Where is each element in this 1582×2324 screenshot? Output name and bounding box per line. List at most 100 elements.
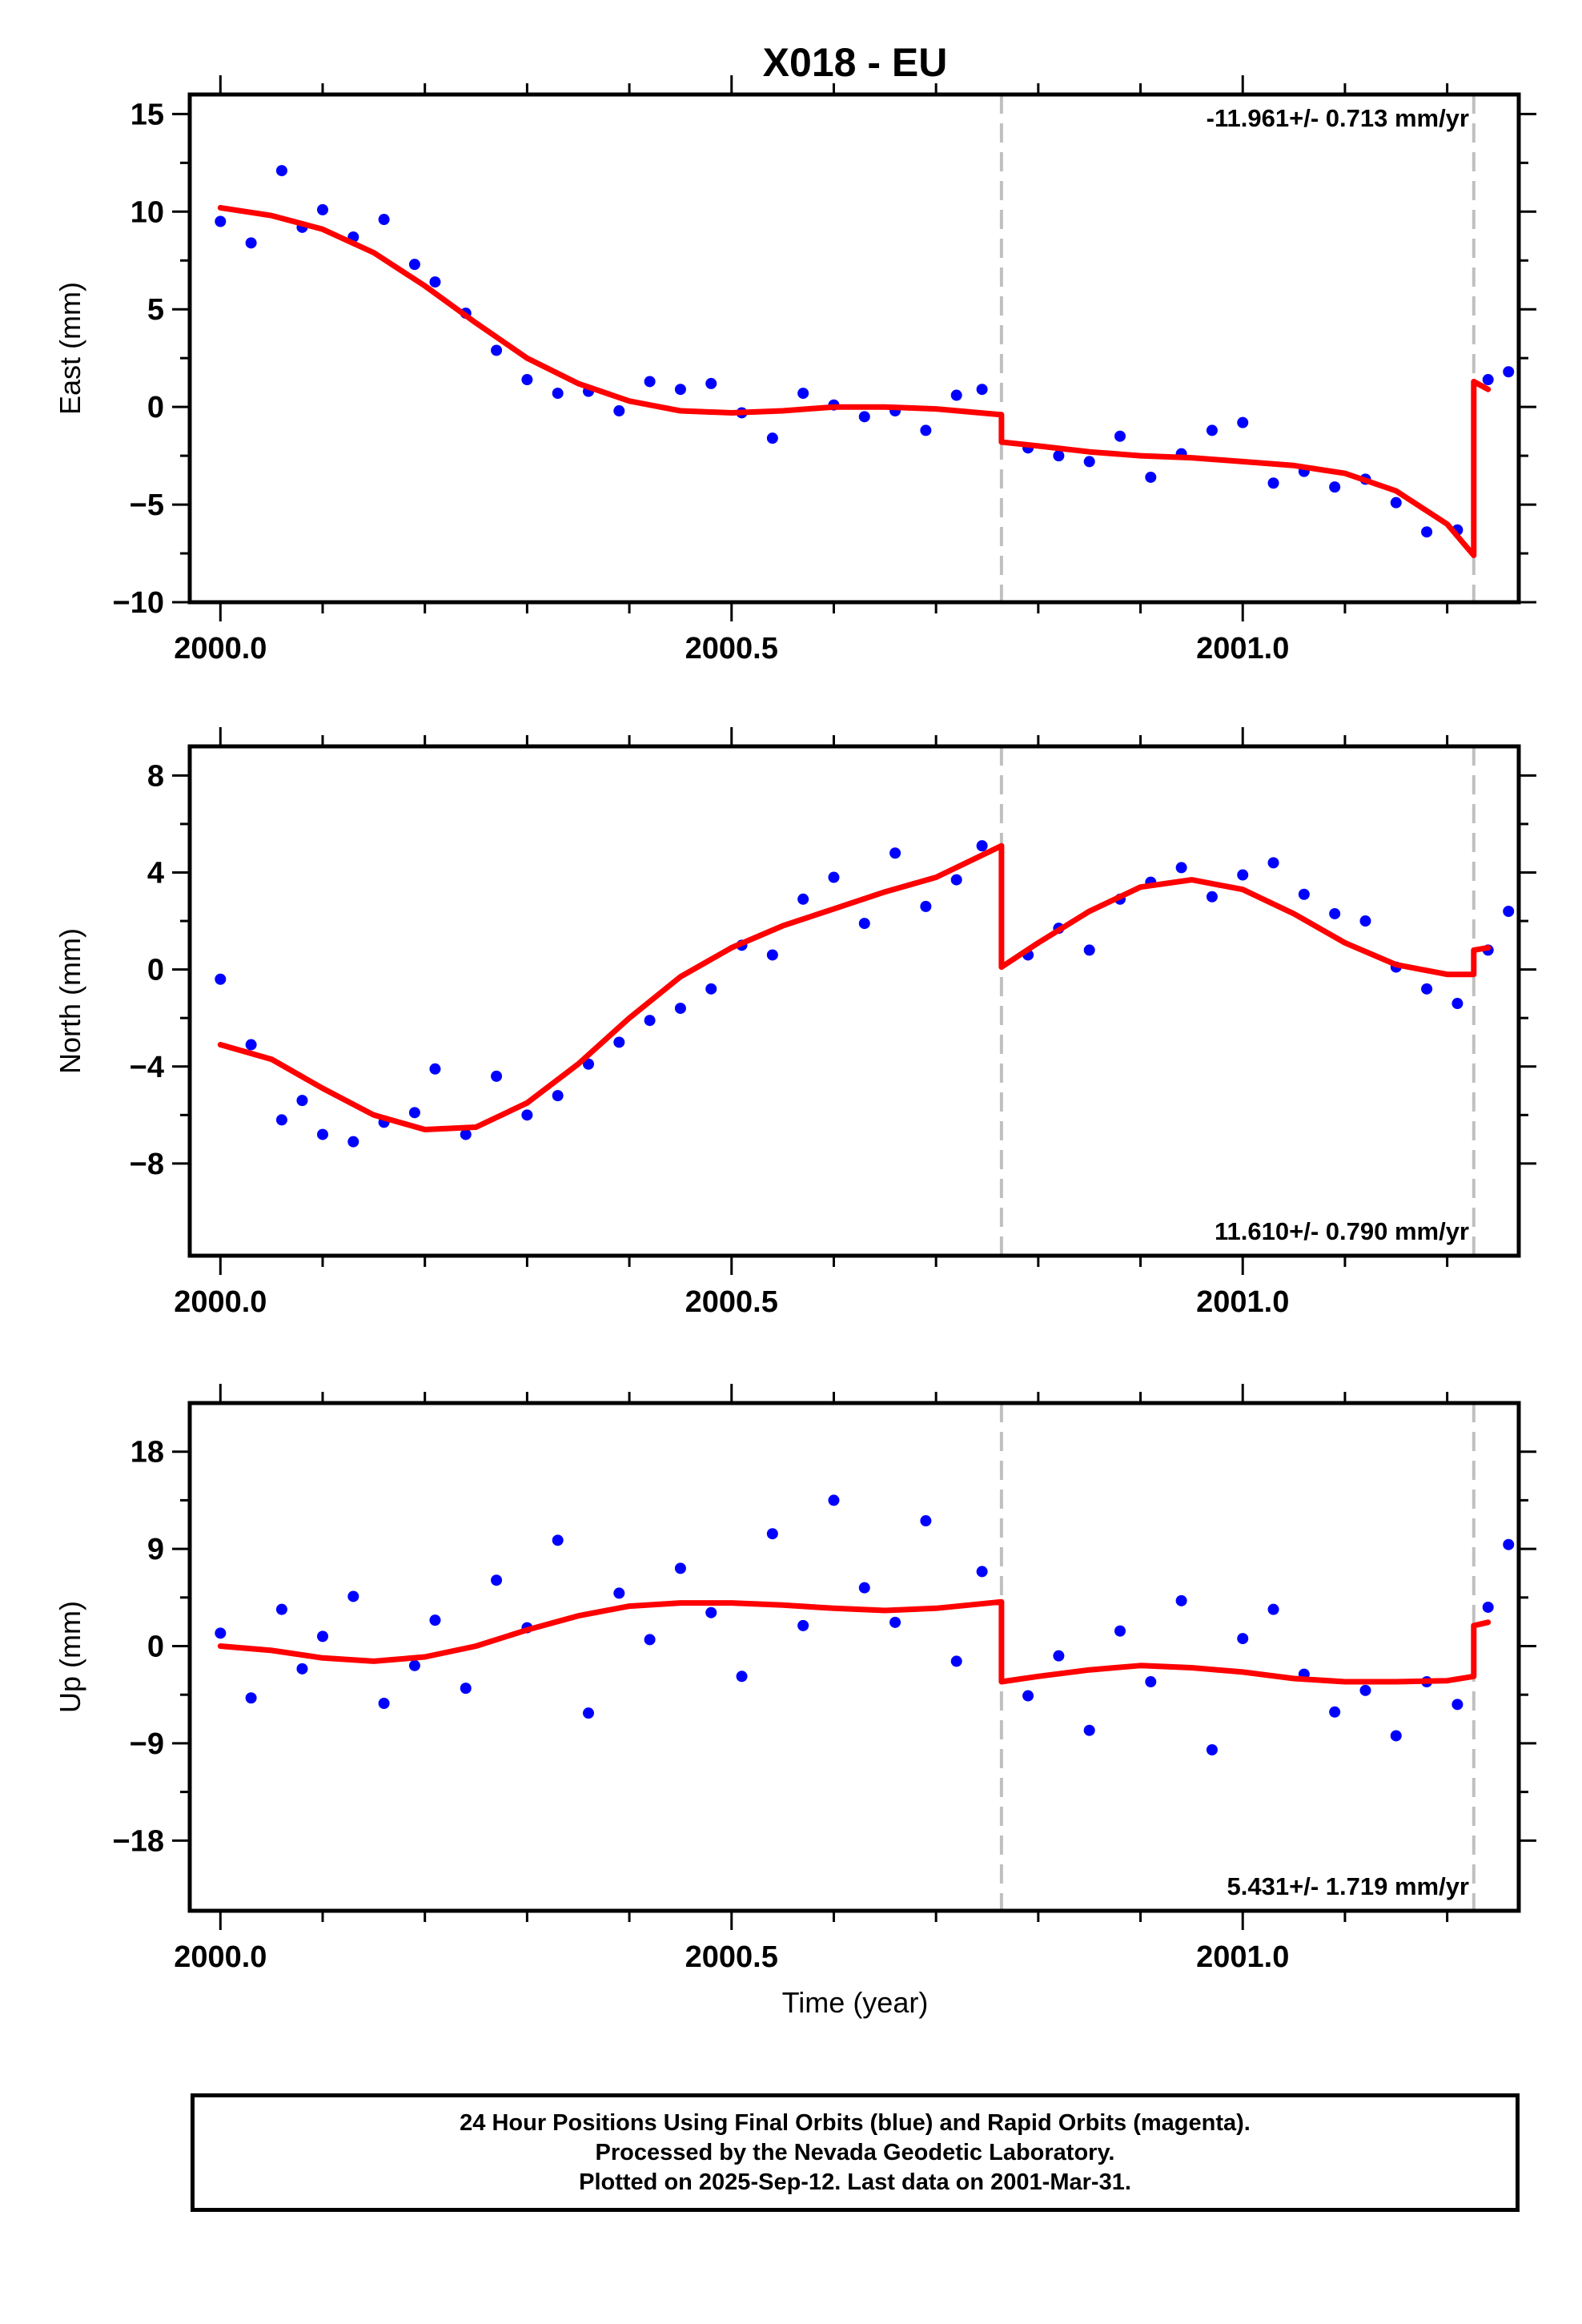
data-point [296, 1095, 308, 1107]
data-point [889, 1616, 901, 1628]
data-point [950, 389, 962, 401]
data-point [1083, 1724, 1095, 1736]
data-point [1503, 1538, 1515, 1550]
data-point [674, 384, 686, 396]
data-point [1237, 1633, 1249, 1645]
data-point [705, 983, 717, 995]
data-point [828, 1494, 840, 1506]
data-point [976, 1566, 988, 1578]
data-point [1206, 891, 1218, 903]
data-point [920, 424, 932, 436]
data-point [1175, 1594, 1187, 1606]
data-point [408, 1107, 420, 1119]
data-point [1503, 366, 1515, 378]
data-point [1053, 450, 1065, 462]
rate-label: -11.961+/- 0.713 mm/yr [1207, 104, 1469, 132]
data-point [491, 1574, 503, 1586]
data-point [950, 1655, 962, 1667]
data-point [858, 411, 870, 423]
data-point [215, 1627, 227, 1639]
data-point [429, 276, 441, 288]
plot-area [215, 1494, 1515, 1756]
data-point [245, 237, 257, 249]
data-point [429, 1063, 441, 1075]
data-point [1421, 983, 1433, 995]
data-point [766, 1528, 778, 1540]
data-point [347, 1590, 359, 1602]
panel-2: 2000.0 2000.5 2001.0 −8 −4 0 4 8 North (mm) 11.61… [54, 727, 1536, 1319]
data-point [1083, 944, 1095, 956]
data-point [1267, 857, 1279, 869]
data-point [705, 1606, 717, 1618]
data-point [1390, 497, 1402, 509]
data-point [950, 874, 962, 886]
data-point [317, 1128, 328, 1140]
data-point [674, 1562, 686, 1574]
x-tick-label: 2001.0 [1196, 632, 1289, 665]
data-point [797, 388, 809, 400]
data-point [736, 1671, 748, 1683]
data-point [552, 1090, 564, 1102]
x-tick-label: 2000.0 [174, 632, 267, 665]
data-point [1503, 905, 1515, 917]
data-point [275, 1603, 287, 1615]
data-point [1175, 862, 1187, 874]
plot-frame [187, 1401, 1521, 1913]
data-point [674, 1003, 686, 1015]
y-tick-label: −5 [130, 489, 164, 522]
data-point [408, 259, 420, 271]
y-tick-label: 4 [147, 856, 164, 890]
data-point [1237, 416, 1249, 428]
y-tick-label: 18 [130, 1436, 164, 1470]
y-tick-label: 5 [147, 293, 164, 327]
data-point [583, 1707, 594, 1719]
data-point [1452, 1699, 1464, 1711]
data-point [552, 1534, 564, 1546]
data-point [976, 384, 988, 396]
model-line [217, 204, 1492, 558]
data-point [275, 165, 287, 177]
data-point [317, 1630, 328, 1642]
data-point [1329, 481, 1341, 493]
data-point [858, 1582, 870, 1594]
data-point [215, 215, 227, 227]
data-point [378, 214, 390, 226]
data-point [429, 1614, 441, 1626]
data-point [1053, 1650, 1065, 1662]
x-axis-label: Time (year) [782, 1986, 929, 2019]
y-tick-label: 15 [130, 98, 164, 131]
x-tick-label: 2000.0 [174, 1285, 267, 1319]
data-point [1452, 998, 1464, 1010]
data-point [1022, 1690, 1034, 1702]
y-tick-label: 0 [147, 391, 164, 424]
data-point [644, 1015, 656, 1027]
data-point [1237, 869, 1249, 881]
data-point [1114, 1625, 1126, 1637]
y-tick-label: 10 [130, 195, 164, 229]
x-tick-label: 2000.0 [174, 1940, 267, 1974]
data-point [1145, 1676, 1157, 1688]
plot-area [215, 165, 1515, 558]
data-point [797, 1619, 809, 1631]
x-tick-label: 2000.5 [685, 632, 778, 665]
x-tick-label: 2000.5 [685, 1285, 778, 1319]
data-point [828, 871, 840, 883]
y-axis-label: North (mm) [54, 928, 86, 1074]
x-tick-label: 2001.0 [1196, 1285, 1289, 1319]
caption-line-orbits: 24 Hour Positions Using Final Orbits (bl… [460, 2109, 1251, 2136]
data-point [583, 1058, 594, 1070]
plot-frame [187, 92, 1521, 605]
data-point [1267, 1603, 1279, 1615]
data-point [521, 1109, 533, 1121]
data-point [275, 1114, 287, 1126]
data-point [613, 405, 625, 417]
data-point [705, 377, 717, 389]
data-point [460, 1128, 472, 1140]
y-tick-label: 8 [147, 759, 164, 793]
data-point [1206, 1744, 1218, 1756]
data-point [552, 388, 564, 400]
y-tick-label: 9 [147, 1533, 164, 1566]
data-point [1298, 888, 1310, 900]
data-point [644, 1634, 656, 1646]
data-point [491, 1070, 503, 1082]
